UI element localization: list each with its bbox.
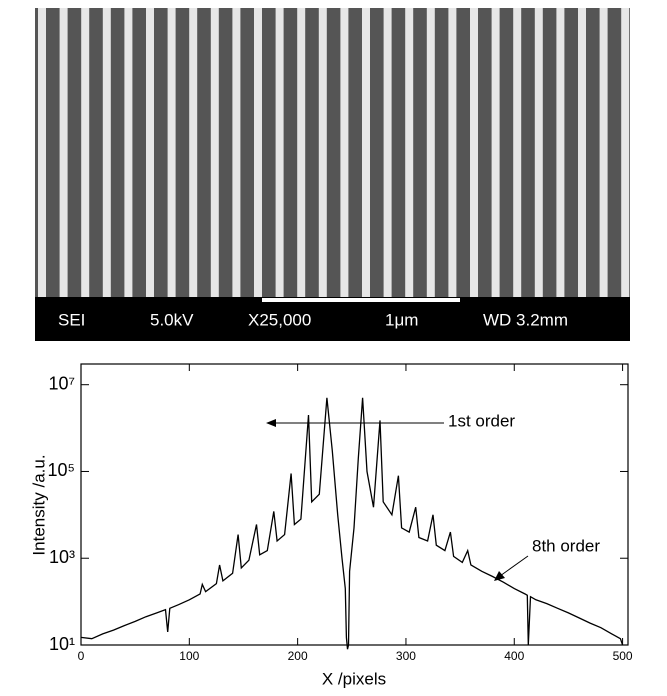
stripe — [599, 8, 608, 297]
y-tick-label: 10³ — [49, 547, 75, 567]
x-axis-title: X /pixels — [322, 669, 386, 688]
info-label: SEI — [58, 310, 85, 329]
sem-background — [35, 8, 630, 298]
y-tick-label: 10¹ — [49, 634, 75, 654]
stripe — [254, 8, 262, 297]
stripe — [556, 8, 565, 297]
x-tick-label: 400 — [504, 649, 524, 663]
x-tick-label: 100 — [179, 649, 199, 663]
stripe — [405, 8, 414, 297]
stripe — [470, 8, 478, 297]
annotation: 1st order — [448, 411, 515, 430]
stripe — [189, 8, 198, 297]
stripe — [513, 8, 522, 297]
stripe — [232, 8, 241, 297]
x-tick-label: 200 — [288, 649, 308, 663]
stripe — [102, 8, 111, 297]
annotation: 8th order — [532, 536, 600, 555]
stripe — [383, 8, 392, 297]
stripe — [38, 8, 46, 297]
stripe — [275, 8, 284, 297]
info-label: 5.0kV — [150, 310, 194, 329]
stripe — [426, 8, 435, 297]
y-axis-title: Intensity /a.u. — [29, 454, 48, 555]
x-tick-label: 500 — [613, 649, 633, 663]
stripe — [491, 8, 500, 297]
stripe — [146, 8, 154, 297]
stripe — [362, 8, 370, 297]
stripe — [621, 8, 630, 297]
spectrum-line — [80, 397, 624, 650]
stripe — [340, 8, 349, 297]
info-label: 1μm — [385, 310, 418, 329]
y-tick-label: 10⁵ — [48, 460, 75, 480]
stripe — [534, 8, 543, 297]
stripe — [124, 8, 133, 297]
annotation-arrow — [499, 555, 529, 577]
info-label: X25,000 — [248, 310, 311, 329]
stripe — [167, 8, 176, 297]
stripe — [297, 8, 306, 297]
stripe — [210, 8, 219, 297]
stripe — [448, 8, 457, 297]
stripe — [81, 8, 90, 297]
info-label: WD 3.2mm — [483, 310, 568, 329]
plot-frame — [80, 363, 629, 646]
y-tick-label: 10⁷ — [48, 373, 75, 393]
arrowhead — [266, 419, 276, 427]
stripe — [59, 8, 68, 297]
info-bar — [35, 297, 630, 341]
stripe — [578, 8, 586, 297]
stripe — [318, 8, 327, 297]
sem-image — [35, 8, 630, 298]
x-tick-label: 0 — [78, 649, 85, 663]
x-tick-label: 300 — [396, 649, 416, 663]
